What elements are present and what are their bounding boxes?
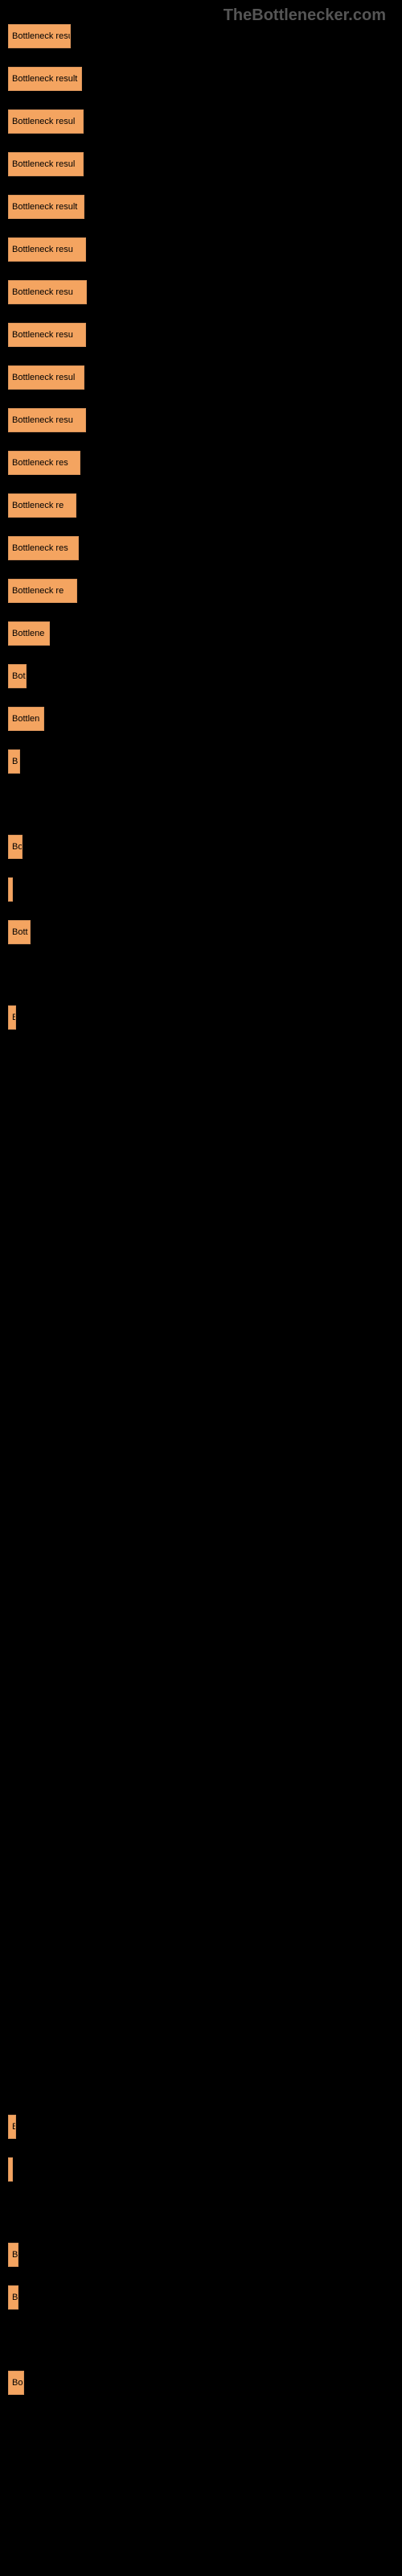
bar-row: Bottleneck resul — [8, 365, 394, 390]
bar-row — [8, 1304, 394, 1328]
bar: Bottlen — [8, 707, 44, 731]
bar-row: Bottlene — [8, 621, 394, 646]
bar-row: Bo — [8, 835, 394, 859]
bar-row — [8, 1603, 394, 1627]
bar-row — [8, 1731, 394, 1755]
bar: B — [8, 2115, 16, 2139]
bar: B — [8, 2243, 18, 2267]
bar: Bottleneck re — [8, 493, 76, 518]
bar-row — [8, 1048, 394, 1072]
bar: Bottleneck resu — [8, 408, 86, 432]
bar-row: Bottleneck re — [8, 579, 394, 603]
bar-row: Bottleneck resu — [8, 408, 394, 432]
bar-row — [8, 1475, 394, 1499]
bar-row: B — [8, 1005, 394, 1030]
bar-row — [8, 1688, 394, 1712]
bar: Bottlene — [8, 621, 50, 646]
bar: B — [8, 2285, 18, 2310]
bar: Bott — [8, 920, 31, 944]
bar-row — [8, 1987, 394, 2011]
bar: Bottleneck resu — [8, 323, 86, 347]
bar-row: Bott — [8, 920, 394, 944]
bar-row: Bottleneck result — [8, 195, 394, 219]
bar: Bottleneck resu — [8, 280, 87, 304]
bar: B — [8, 749, 20, 774]
bar-row — [8, 2200, 394, 2224]
bar: Bottleneck result — [8, 24, 71, 48]
bar-row: Bottleneck resul — [8, 109, 394, 134]
bar-row: Bottleneck res — [8, 451, 394, 475]
bar-row: Bottleneck result — [8, 67, 394, 91]
bar-row: Bottleneck resul — [8, 152, 394, 176]
bar-row: B — [8, 749, 394, 774]
bar-row: Bottleneck re — [8, 493, 394, 518]
bar: Bottleneck resu — [8, 237, 86, 262]
bar: Bo — [8, 835, 23, 859]
bar: Bottleneck result — [8, 67, 82, 91]
bar-row — [8, 1261, 394, 1286]
bar-row: Bottlen — [8, 707, 394, 731]
bar-row — [8, 963, 394, 987]
bar-row — [8, 1432, 394, 1456]
bar-row — [8, 1944, 394, 1968]
bar-row: B — [8, 2243, 394, 2267]
bar-row — [8, 1560, 394, 1584]
bar-row — [8, 2072, 394, 2096]
bar-row: Bottleneck resu — [8, 237, 394, 262]
bar-row: Bottleneck result — [8, 24, 394, 48]
bar-row — [8, 2328, 394, 2352]
bar-row — [8, 1816, 394, 1840]
bar-row — [8, 792, 394, 816]
bar-row: B — [8, 2115, 394, 2139]
bar-row: Bottleneck resu — [8, 323, 394, 347]
bar: Bottleneck resul — [8, 109, 84, 134]
bar: Bottleneck resul — [8, 152, 84, 176]
watermark-text: TheBottlenecker.com — [224, 6, 386, 25]
bar: Bottleneck res — [8, 536, 79, 560]
bar-row: B — [8, 2285, 394, 2310]
bar: Bottleneck re — [8, 579, 77, 603]
bar: Bo — [8, 2371, 24, 2395]
bar-row — [8, 1389, 394, 1414]
bar-row — [8, 1091, 394, 1115]
bar-row — [8, 2029, 394, 2054]
bar: Bottleneck result — [8, 195, 84, 219]
bar-row — [8, 1517, 394, 1542]
bar-row — [8, 1901, 394, 1926]
bar: | — [8, 877, 13, 902]
bar-row — [8, 1773, 394, 1798]
bar-chart: Bottleneck result Bottleneck result Bottle… — [0, 0, 402, 2429]
bar-row — [8, 1645, 394, 1670]
bar-row — [8, 1347, 394, 1371]
bar-row — [8, 1859, 394, 1883]
bar-row: | — [8, 2157, 394, 2182]
bar-row — [8, 1133, 394, 1158]
bar-row: Bottleneck res — [8, 536, 394, 560]
bar: Bottleneck res — [8, 451, 80, 475]
bar-row: Bo — [8, 2371, 394, 2395]
bar: B — [8, 1005, 16, 1030]
bar: Bottleneck resul — [8, 365, 84, 390]
bar: Bot — [8, 664, 27, 688]
bar-row — [8, 1219, 394, 1243]
bar-row: | — [8, 877, 394, 902]
bar-row — [8, 1176, 394, 1200]
bar-row: Bot — [8, 664, 394, 688]
bar-row: Bottleneck resu — [8, 280, 394, 304]
bar: | — [8, 2157, 13, 2182]
